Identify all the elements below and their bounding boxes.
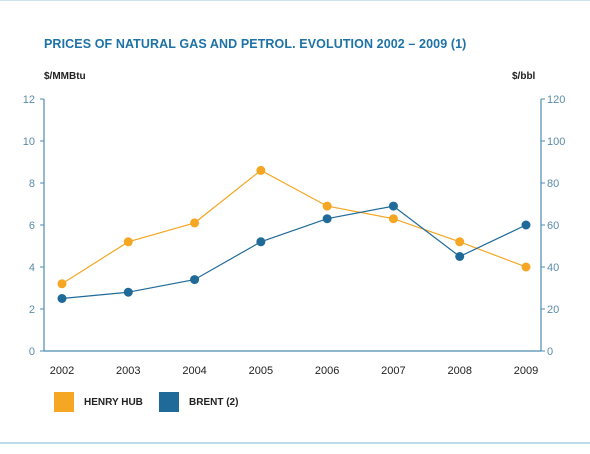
right-tick-label: 0 (547, 346, 553, 358)
legend-item-brent: BRENT (2) (159, 392, 238, 412)
right-tick-label: 60 (547, 220, 559, 232)
data-point-1-0 (57, 294, 67, 303)
x-tick-label: 2008 (447, 365, 471, 377)
x-tick-label: 2009 (514, 365, 538, 377)
data-point-1-2 (190, 275, 200, 285)
left-tick-label: 8 (29, 178, 35, 190)
data-point-0-3 (256, 165, 266, 175)
left-tick-label: 4 (29, 262, 35, 274)
x-tick-label: 2004 (182, 365, 206, 377)
right-tick-label: 80 (547, 178, 559, 190)
data-point-0-1 (123, 237, 133, 247)
data-point-0-6 (455, 237, 465, 247)
left-tick-label: 12 (23, 94, 35, 106)
legend-swatch-brent (159, 392, 179, 412)
legend-label-henry-hub: HENRY HUB (84, 396, 143, 408)
legend-label-brent: BRENT (2) (189, 396, 239, 408)
data-point-1-5 (388, 201, 398, 211)
data-point-0-2 (190, 218, 200, 228)
left-tick-label: 6 (29, 220, 35, 232)
left-tick-label: 2 (29, 304, 35, 316)
x-tick-label: 2007 (381, 365, 405, 377)
right-tick-label: 100 (547, 136, 565, 148)
right-tick-label: 120 (547, 94, 565, 106)
x-tick-label: 2002 (50, 365, 74, 377)
top-rule (0, 0, 590, 1)
series-line-0 (61, 169, 527, 285)
x-tick-label: 2005 (249, 365, 273, 377)
chart-title: PRICES OF NATURAL GAS AND PETROL. EVOLUT… (44, 37, 467, 51)
data-point-1-3 (256, 237, 266, 247)
data-point-1-1 (123, 287, 133, 297)
data-point-0-7 (521, 262, 531, 272)
series-line-1 (61, 205, 527, 300)
data-point-0-5 (388, 214, 398, 224)
data-point-1-6 (455, 252, 465, 261)
bottom-rule (0, 442, 590, 444)
data-point-0-4 (322, 201, 332, 211)
left-axis-unit: $/MMBtu (44, 71, 86, 82)
x-tick-label: 2003 (116, 365, 140, 377)
data-point-1-4 (322, 214, 332, 224)
legend-item-henry-hub: HENRY HUB (54, 392, 143, 412)
right-tick-label: 20 (547, 304, 559, 316)
data-point-1-7 (521, 220, 531, 230)
data-point-0-0 (57, 279, 67, 289)
left-tick-label: 0 (29, 346, 35, 358)
x-tick-label: 2006 (315, 365, 339, 377)
left-tick-label: 10 (23, 136, 35, 148)
legend-swatch-henry-hub (54, 392, 74, 412)
right-axis-unit: $/bbl (512, 71, 536, 82)
right-tick-label: 40 (547, 262, 559, 274)
